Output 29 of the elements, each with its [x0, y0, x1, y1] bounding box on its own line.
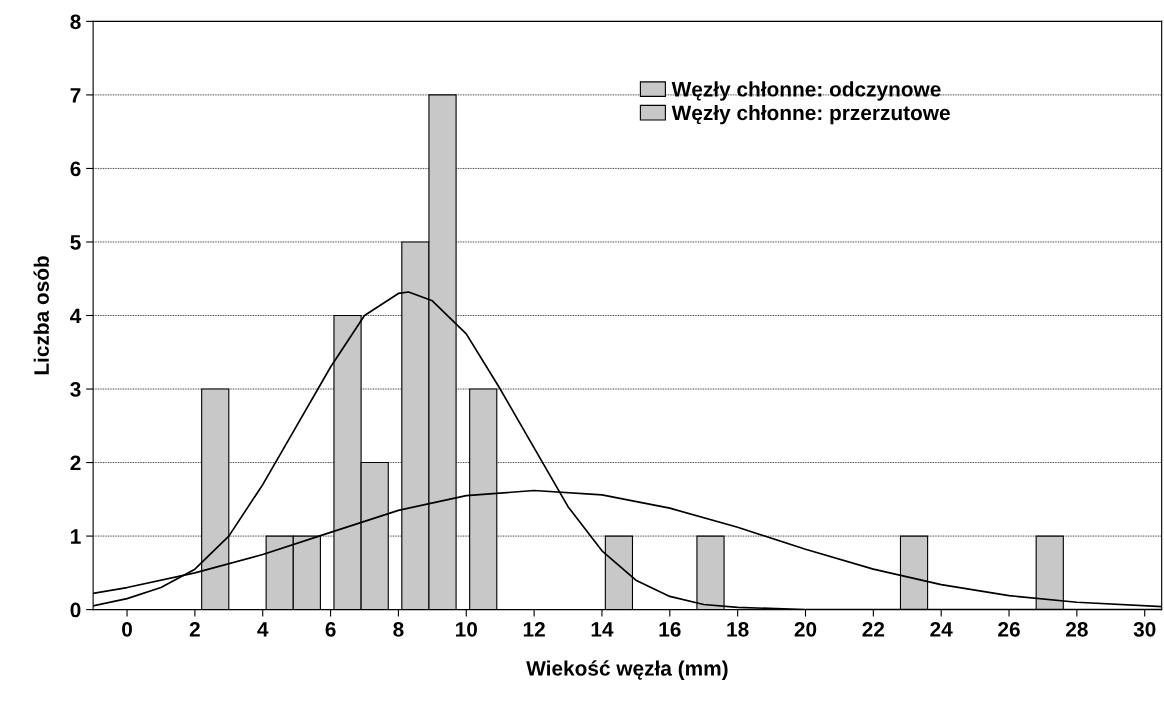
x-tick-label: 30	[1133, 621, 1156, 637]
y-tick-label: 4	[70, 308, 82, 324]
y-tick-label: 8	[70, 14, 81, 30]
y-tick-label: 3	[70, 382, 81, 397]
x-tick-label: 8	[393, 621, 404, 637]
x-tick-label: 2	[189, 621, 200, 637]
x-tick-label: 24	[930, 621, 953, 637]
x-tick-label: 10	[455, 621, 477, 637]
x-tick-label: 16	[659, 621, 681, 637]
x-tick-label: 12	[523, 621, 545, 637]
legend-label: Węzły chłonne: przerzutowe	[671, 104, 950, 125]
x-tick-label: 26	[998, 621, 1020, 637]
y-tick-label: 6	[70, 161, 81, 177]
x-axis-title: Wiekość węzła (mm)	[526, 660, 728, 680]
y-axis-title: Liczba osób	[33, 256, 49, 375]
y-tick-label: 2	[70, 455, 81, 471]
y-tick-label: 5	[70, 235, 81, 250]
x-tick-label: 22	[862, 621, 885, 637]
y-tick-label: 0	[70, 602, 81, 618]
x-tick-label: 20	[794, 621, 817, 637]
x-tick-label: 28	[1066, 621, 1088, 637]
x-tick-label: 0	[122, 621, 132, 637]
x-tick-label: 14	[591, 622, 614, 637]
x-tick-label: 18	[727, 621, 749, 637]
y-tick-label: 1	[71, 529, 81, 544]
x-tick-label: 6	[325, 621, 336, 637]
x-tick-label: 4	[257, 622, 269, 637]
legend-label: Węzły chłonne: odczynowe	[671, 81, 941, 101]
y-tick-label: 7	[70, 88, 81, 103]
